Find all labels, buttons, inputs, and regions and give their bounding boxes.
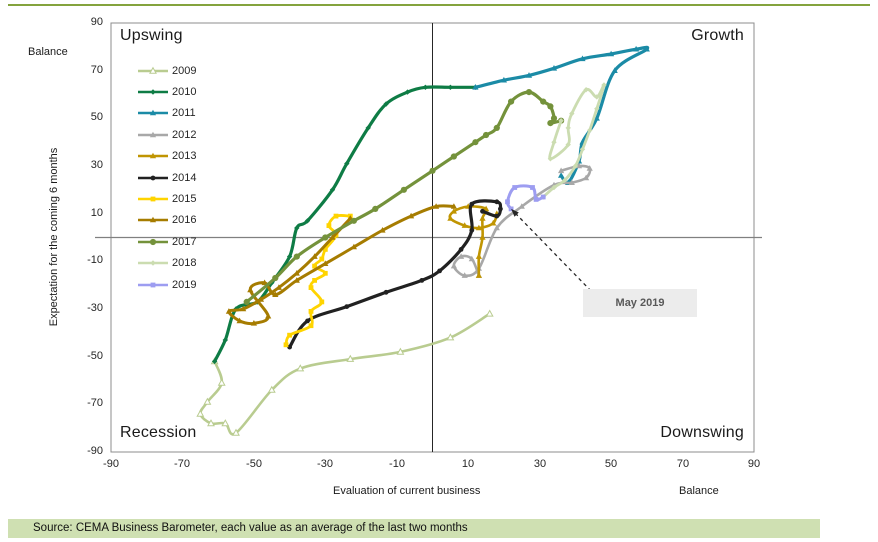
legend-swatch-2013 <box>138 152 168 159</box>
legend-label: 2017 <box>172 235 197 248</box>
y-tick-label: -50 <box>87 350 103 362</box>
legend-label: 2011 <box>172 107 196 120</box>
legend-swatch-2011 <box>138 110 168 116</box>
y-tick-label: -90 <box>87 445 103 457</box>
x-axis-unit-label: Balance <box>679 485 719 497</box>
legend-item-2016: 2016 <box>137 210 196 231</box>
legend-swatch-2014 <box>138 175 168 181</box>
series-2011 <box>472 45 650 185</box>
legend-label: 2012 <box>172 128 197 141</box>
legend-item-2009: 2009 <box>137 60 196 81</box>
y-tick-label: 50 <box>90 111 103 123</box>
series-2019 <box>505 184 546 212</box>
legend-swatch-2016 <box>138 217 168 223</box>
legend-item-2010: 2010 <box>137 81 196 102</box>
series-2013 <box>447 203 500 278</box>
y-tick-label: 90 <box>90 16 103 28</box>
legend-swatch-2010 <box>138 89 168 95</box>
legend-swatch-2018 <box>138 260 168 266</box>
series-2018 <box>540 82 607 200</box>
legend-item-2019: 2019 <box>137 274 196 295</box>
x-tick-label: 70 <box>676 458 690 470</box>
y-tick-label: 30 <box>90 159 103 171</box>
y-axis-unit-label: Balance <box>28 46 68 58</box>
legend-swatch-2017 <box>138 238 168 245</box>
legend-label: 2013 <box>172 150 197 163</box>
quadrant-label-recession: Recession <box>120 424 197 441</box>
legend-item-2015: 2015 <box>137 188 196 209</box>
legend-label: 2019 <box>172 278 197 291</box>
y-tick-label: 70 <box>90 64 103 76</box>
top-border-rule <box>8 4 870 6</box>
legend-label: 2015 <box>172 193 197 206</box>
quadrant-label-downswing: Downswing <box>660 424 744 441</box>
legend-label: 2018 <box>172 257 197 270</box>
x-tick-label: -10 <box>389 458 405 470</box>
legend-swatch-2012 <box>138 131 168 138</box>
x-tick-label: 50 <box>604 458 618 470</box>
legend: 2009 2010 2011 2012 2013 2014 2015 2016 2017 2018… <box>137 60 196 295</box>
series-2016 <box>225 203 457 326</box>
series-2009 <box>196 309 494 436</box>
x-tick-label: -70 <box>174 458 190 470</box>
legend-item-2018: 2018 <box>137 253 196 274</box>
legend-item-2012: 2012 <box>137 124 196 145</box>
x-axis-title: Evaluation of current business <box>333 485 481 497</box>
legend-item-2011: 2011 <box>137 103 196 124</box>
legend-item-2014: 2014 <box>137 167 196 188</box>
y-tick-label: -10 <box>87 254 103 266</box>
quadrant-label-growth: Growth <box>691 27 744 44</box>
series-2012 <box>450 162 593 278</box>
legend-label: 2010 <box>172 86 197 99</box>
source-bar: Source: CEMA Business Barometer, each va… <box>8 519 820 538</box>
legend-swatch-2009 <box>138 66 168 74</box>
legend-swatch-2019 <box>138 282 168 287</box>
legend-item-2017: 2017 <box>137 231 196 252</box>
y-tick-label: -30 <box>87 302 103 314</box>
x-tick-label: -30 <box>317 458 333 470</box>
legend-item-2013: 2013 <box>137 146 196 167</box>
series-2014 <box>287 199 503 350</box>
x-tick-label: 10 <box>461 458 475 470</box>
legend-label: 2016 <box>172 214 197 227</box>
legend-label: 2009 <box>172 64 197 77</box>
legend-label: 2014 <box>172 171 197 184</box>
y-tick-label: 10 <box>90 207 103 219</box>
annotation-arrow <box>511 208 592 292</box>
x-tick-label: 90 <box>747 458 761 470</box>
y-tick-label: -70 <box>87 397 103 409</box>
legend-swatch-2015 <box>138 196 168 202</box>
series-2017 <box>243 89 565 305</box>
x-tick-label: -90 <box>103 458 119 470</box>
x-tick-label: -50 <box>246 458 262 470</box>
quadrant-label-upswing: Upswing <box>120 27 183 44</box>
annotation-may-2019: May 2019 <box>583 289 697 317</box>
x-tick-label: 30 <box>533 458 547 470</box>
